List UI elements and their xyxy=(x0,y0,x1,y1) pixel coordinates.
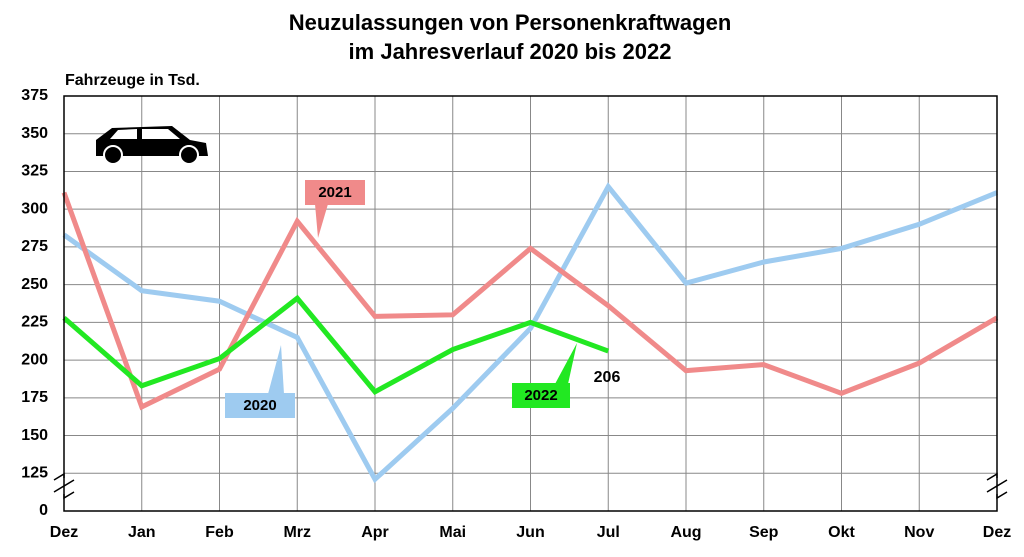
x-tick-label: Apr xyxy=(361,524,389,541)
x-tick-label: Mai xyxy=(439,524,466,541)
plot-frame xyxy=(63,95,998,512)
callout-2022: 2022 xyxy=(512,343,577,408)
callout-box xyxy=(225,393,295,418)
callout-2021: 2021 xyxy=(305,180,365,238)
callout-pointer xyxy=(268,345,284,394)
y-tick-label: 0 xyxy=(39,502,48,519)
x-tick-label: Okt xyxy=(828,524,855,541)
x-tick-label: Sep xyxy=(749,524,779,541)
series-line xyxy=(62,182,998,484)
y-axis-label: Fahrzeuge in Tsd. xyxy=(65,72,200,89)
callout-pointer xyxy=(315,204,328,238)
y-tick-label: 200 xyxy=(21,351,48,368)
series-line xyxy=(61,191,999,411)
y-tick-label: 300 xyxy=(21,200,48,217)
callout-box xyxy=(305,180,365,205)
chart-title: im Jahresverlauf 2020 bis 2022 xyxy=(349,39,672,64)
axis-break xyxy=(52,472,1009,500)
callout-box xyxy=(512,383,570,408)
x-tick-label: Jun xyxy=(516,524,544,541)
legend-label: 2020 xyxy=(243,397,276,414)
y-tick-label: 175 xyxy=(21,389,48,406)
y-tick-label: 225 xyxy=(21,314,48,331)
data-label: 206 xyxy=(594,369,621,386)
y-tick-label: 375 xyxy=(21,87,48,104)
legend-label: 2022 xyxy=(524,387,557,404)
x-tick-label: Jul xyxy=(597,524,620,541)
y-tick-label: 125 xyxy=(21,464,48,481)
x-tick-label: Dez xyxy=(983,524,1011,541)
x-tick-label: Dez xyxy=(50,524,78,541)
x-tick-label: Aug xyxy=(670,524,701,541)
series-line xyxy=(62,294,610,395)
y-tick-label: 275 xyxy=(21,238,48,255)
grid xyxy=(64,95,997,512)
car-icon xyxy=(96,126,208,165)
legend-label: 2021 xyxy=(318,184,351,201)
y-tick-label: 250 xyxy=(21,276,48,293)
x-tick-label: Jan xyxy=(128,524,156,541)
x-tick-label: Feb xyxy=(205,524,234,541)
x-tick-label: Mrz xyxy=(283,524,311,541)
lines xyxy=(61,182,999,484)
callout-pointer xyxy=(555,343,577,384)
y-tick-label: 325 xyxy=(21,163,48,180)
callout-2020: 2020 xyxy=(225,345,295,418)
y-tick-label: 150 xyxy=(21,427,48,444)
chart-title: Neuzulassungen von Personenkraftwagen xyxy=(289,10,732,35)
y-tick-label: 350 xyxy=(21,125,48,142)
x-tick-label: Nov xyxy=(904,524,934,541)
